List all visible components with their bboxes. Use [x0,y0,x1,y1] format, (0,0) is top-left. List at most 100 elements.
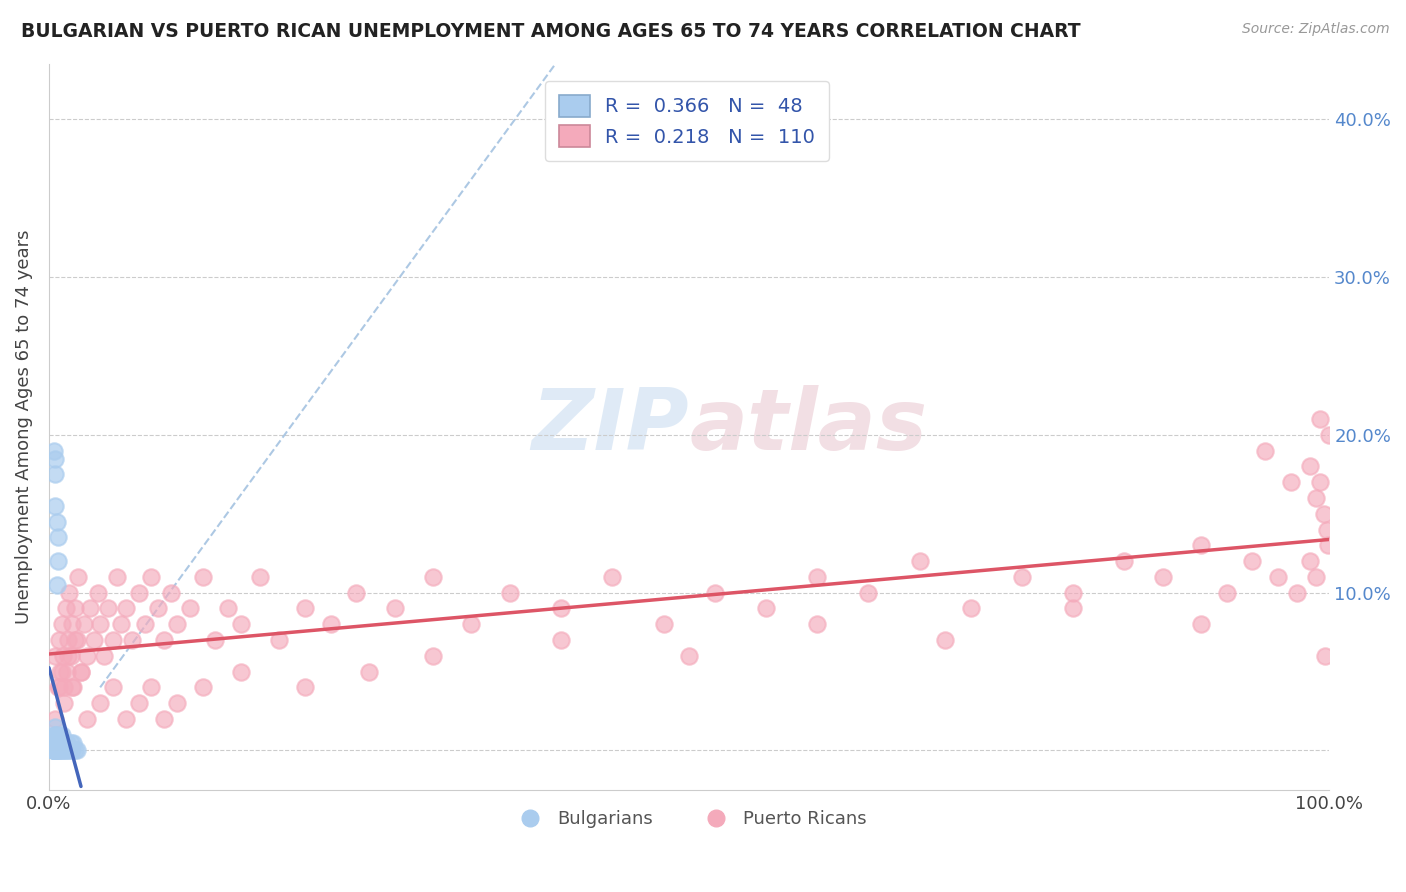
Point [42,743,65,757]
Point [294,601,316,615]
Point [48,632,70,647]
Point [229,617,252,632]
Point [51,665,73,679]
Point [46,531,69,545]
Point [550,601,572,615]
Point [1267,570,1289,584]
Point [153,632,176,647]
Text: atlas: atlas [689,385,927,468]
Point [422,648,444,663]
Point [55,601,77,615]
Point [249,570,271,584]
Point [45,515,67,529]
Point [51,617,73,632]
Point [44,743,66,757]
Point [101,632,124,647]
Point [44,712,66,726]
Point [55,743,77,757]
Point [42,735,65,749]
Point [703,585,725,599]
Point [1286,585,1309,599]
Point [59,648,82,663]
Point [70,665,93,679]
Point [45,743,67,757]
Point [344,585,367,599]
Point [56,632,79,647]
Point [1254,443,1277,458]
Point [678,648,700,663]
Point [49,665,72,679]
Point [1114,554,1136,568]
Point [76,648,98,663]
Point [1189,617,1212,632]
Point [53,735,76,749]
Point [42,743,65,757]
Point [1241,554,1264,568]
Y-axis label: Unemployment Among Ages 65 to 74 years: Unemployment Among Ages 65 to 74 years [15,230,32,624]
Point [460,617,482,632]
Point [121,632,143,647]
Point [83,632,105,647]
Point [42,443,65,458]
Point [79,601,101,615]
Point [1309,412,1331,426]
Point [51,728,73,742]
Point [44,728,66,742]
Point [110,617,132,632]
Point [217,601,239,615]
Point [59,735,82,749]
Point [114,712,136,726]
Point [56,743,79,757]
Text: ZIP: ZIP [531,385,689,468]
Point [44,743,66,757]
Point [53,681,76,695]
Point [60,743,83,757]
Point [1317,428,1340,442]
Point [76,712,98,726]
Point [67,570,90,584]
Text: Source: ZipAtlas.com: Source: ZipAtlas.com [1241,22,1389,37]
Point [755,601,778,615]
Point [46,735,69,749]
Point [166,617,188,632]
Point [45,728,67,742]
Point [44,735,66,749]
Point [858,585,880,599]
Point [49,743,72,757]
Point [550,632,572,647]
Point [1299,554,1322,568]
Point [86,585,108,599]
Point [934,632,956,647]
Point [959,601,981,615]
Point [89,696,111,710]
Point [56,665,79,679]
Point [191,570,214,584]
Point [1152,570,1174,584]
Point [1011,570,1033,584]
Point [294,681,316,695]
Point [56,735,79,749]
Point [52,648,75,663]
Point [52,743,75,757]
Point [62,735,84,749]
Point [1305,491,1327,505]
Point [42,743,65,757]
Point [1305,570,1327,584]
Point [44,467,66,482]
Point [1313,507,1336,521]
Point [1216,585,1239,599]
Point [44,499,66,513]
Point [51,735,73,749]
Point [45,735,67,749]
Point [42,743,65,757]
Point [62,681,84,695]
Point [806,570,828,584]
Point [58,585,80,599]
Point [114,601,136,615]
Point [229,665,252,679]
Point [652,617,675,632]
Point [44,735,66,749]
Point [63,743,86,757]
Point [66,743,89,757]
Point [105,570,128,584]
